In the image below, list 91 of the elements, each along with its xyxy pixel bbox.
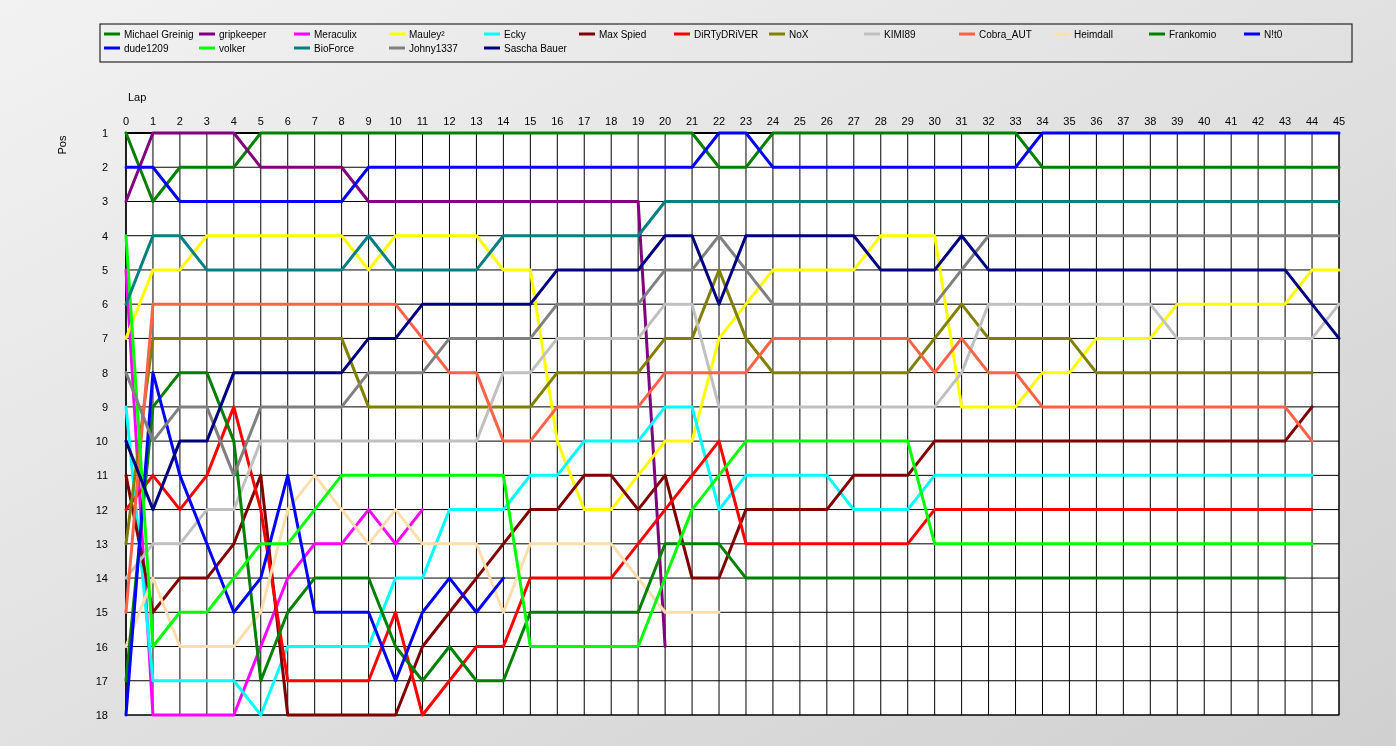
x-tick-label: 37 xyxy=(1117,115,1130,127)
legend-label: Mauley² xyxy=(409,29,446,40)
legend-label: dude1209 xyxy=(124,43,169,54)
x-tick-label: 14 xyxy=(497,115,510,127)
y-tick-label: 4 xyxy=(101,229,108,242)
x-tick-label: 0 xyxy=(122,115,130,127)
y-tick-label: 6 xyxy=(101,298,108,311)
x-tick-label: 26 xyxy=(820,115,833,127)
x-tick-label: 1 xyxy=(149,115,157,127)
line-series xyxy=(124,405,1314,717)
x-tick-label: 30 xyxy=(928,115,941,127)
legend-label: KIMI89 xyxy=(884,29,917,40)
legend-label: Ecky xyxy=(504,29,526,40)
x-tick-label: 2 xyxy=(176,115,183,127)
legend-label: DiRTyDRiVER xyxy=(694,29,759,40)
x-tick-label: 34 xyxy=(1036,115,1049,127)
x-tick-label: 44 xyxy=(1305,115,1319,127)
y-tick-label: 9 xyxy=(101,400,108,413)
x-tick-label: 6 xyxy=(284,115,291,127)
legend-label: N!t0 xyxy=(1264,29,1283,40)
x-tick-label: 18 xyxy=(605,115,618,127)
y-tick-label: 10 xyxy=(95,435,108,448)
x-tick-label: 4 xyxy=(230,115,237,127)
x-tick-label: 38 xyxy=(1144,115,1157,127)
x-tick-label: 39 xyxy=(1171,115,1184,127)
x-tick-label: 3 xyxy=(203,115,210,127)
x-tick-label: 7 xyxy=(311,115,318,127)
y-tick-label: 14 xyxy=(95,572,108,585)
legend-label: Frankomio xyxy=(1169,29,1217,40)
x-tick-label: 42 xyxy=(1252,115,1265,127)
x-tick-label: 27 xyxy=(847,115,860,127)
legend-label: gripkeeper xyxy=(219,29,267,40)
y-tick-label: 2 xyxy=(101,161,108,174)
y-tick-label: 16 xyxy=(95,640,108,653)
x-tick-label: 10 xyxy=(389,115,402,127)
x-tick-label: 23 xyxy=(739,115,753,127)
legend-label: volker xyxy=(219,43,247,54)
y-tick-label: 17 xyxy=(95,674,108,687)
x-tick-label: 12 xyxy=(443,115,456,127)
line-series xyxy=(124,131,667,649)
legend-label: Meraculix xyxy=(314,29,357,40)
legend-label: Michael Greinig xyxy=(124,29,194,40)
legend-label: NoX xyxy=(789,29,809,40)
x-tick-label: 45 xyxy=(1332,115,1346,127)
line-series xyxy=(124,371,505,717)
y-tick-label: 13 xyxy=(95,537,108,550)
legend-label: Sascha Bauer xyxy=(504,43,568,54)
x-axis-title: Lap xyxy=(128,91,147,103)
x-tick-label: 33 xyxy=(1009,115,1022,127)
y-tick-label: 15 xyxy=(95,606,108,619)
y-tick-label: 12 xyxy=(95,503,108,516)
x-tick-label: 28 xyxy=(874,115,887,127)
y-tick-label: 11 xyxy=(96,469,108,482)
x-tick-label: 40 xyxy=(1198,115,1211,127)
x-tick-label: 25 xyxy=(793,115,807,127)
x-tick-label: 20 xyxy=(658,115,672,127)
x-tick-label: 43 xyxy=(1278,115,1292,127)
y-axis-title: Pos xyxy=(56,135,68,155)
y-tick-label: 5 xyxy=(101,263,108,276)
line-series xyxy=(124,268,1314,546)
y-tick-label: 7 xyxy=(101,332,108,345)
y-tick-label: 8 xyxy=(101,366,108,379)
legend-label: Cobra_AUT xyxy=(979,29,1032,40)
legend-label: Johny1337 xyxy=(409,43,459,54)
x-tick-label: 31 xyxy=(955,115,968,127)
legend-label: Heimdall xyxy=(1074,29,1113,40)
x-tick-label: 29 xyxy=(901,115,914,127)
x-tick-label: 17 xyxy=(578,115,591,127)
x-tick-label: 5 xyxy=(257,115,264,127)
legend-label: BioForce xyxy=(314,43,355,54)
x-tick-label: 8 xyxy=(338,115,345,127)
x-tick-label: 16 xyxy=(551,115,564,127)
line-series xyxy=(124,234,1314,649)
x-tick-label: 35 xyxy=(1063,115,1076,127)
y-tick-label: 18 xyxy=(95,709,108,721)
line-series xyxy=(124,199,1341,306)
y-tick-label: 1 xyxy=(101,127,108,139)
x-tick-label: 22 xyxy=(712,115,726,127)
x-tick-label: 36 xyxy=(1090,115,1103,127)
x-tick-label: 9 xyxy=(365,115,372,127)
line-series xyxy=(124,473,721,649)
x-tick-label: 15 xyxy=(524,115,537,127)
x-tick-label: 19 xyxy=(632,115,645,127)
x-tick-label: 32 xyxy=(982,115,995,127)
x-tick-label: 21 xyxy=(685,115,699,127)
x-tick-label: 11 xyxy=(416,115,429,127)
x-tick-label: 13 xyxy=(470,115,483,127)
x-tick-label: 41 xyxy=(1225,115,1238,127)
legend-label: Max Spied xyxy=(599,29,647,40)
y-tick-label: 3 xyxy=(101,195,108,208)
x-tick-label: 24 xyxy=(766,115,780,127)
